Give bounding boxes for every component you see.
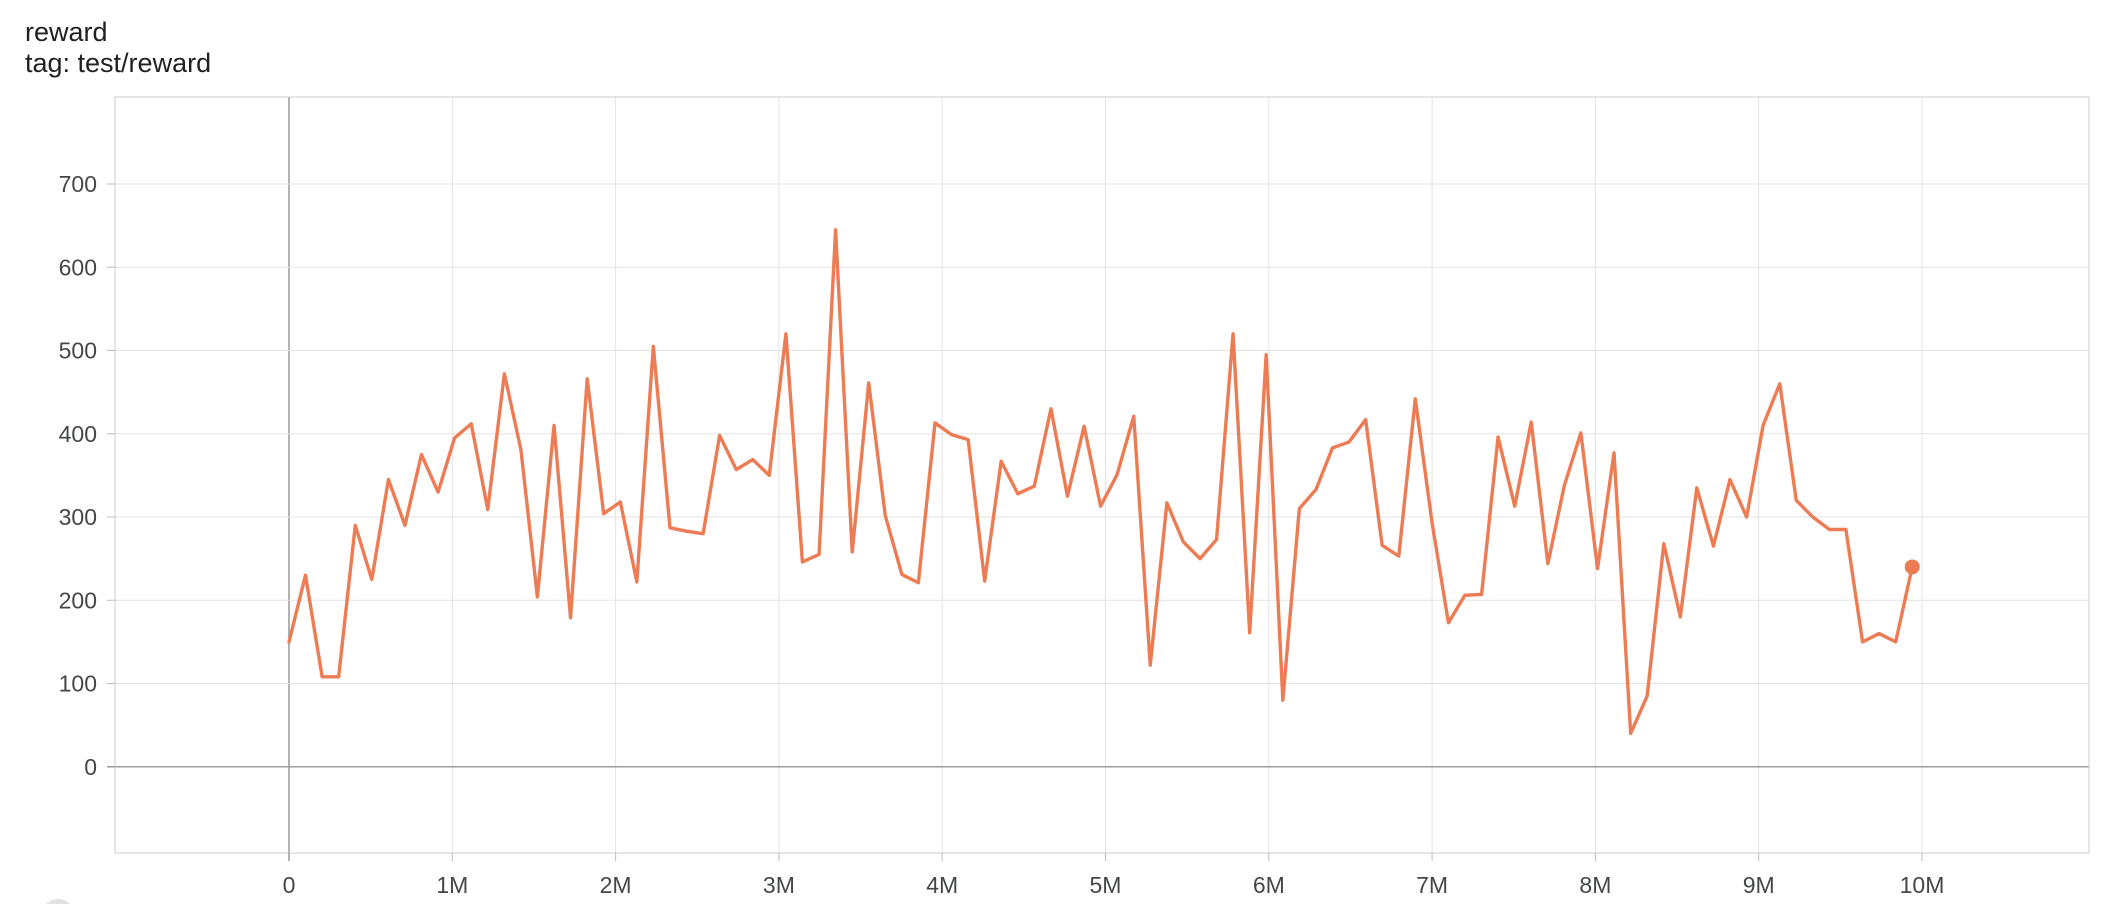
- svg-text:500: 500: [59, 338, 97, 364]
- svg-text:9M: 9M: [1743, 872, 1775, 898]
- svg-text:200: 200: [59, 587, 97, 613]
- svg-text:6M: 6M: [1253, 872, 1285, 898]
- svg-text:4M: 4M: [926, 872, 958, 898]
- svg-text:0: 0: [84, 754, 97, 780]
- svg-text:700: 700: [59, 171, 97, 197]
- svg-text:5M: 5M: [1090, 872, 1122, 898]
- svg-text:10M: 10M: [1900, 872, 1945, 898]
- svg-text:7M: 7M: [1416, 872, 1448, 898]
- svg-text:400: 400: [59, 421, 97, 447]
- svg-text:100: 100: [59, 671, 97, 697]
- svg-text:2M: 2M: [600, 872, 632, 898]
- svg-text:0: 0: [283, 872, 296, 898]
- svg-text:300: 300: [59, 504, 97, 530]
- svg-text:8M: 8M: [1579, 872, 1611, 898]
- svg-text:3M: 3M: [763, 872, 795, 898]
- svg-text:600: 600: [59, 254, 97, 280]
- svg-text:1M: 1M: [436, 872, 468, 898]
